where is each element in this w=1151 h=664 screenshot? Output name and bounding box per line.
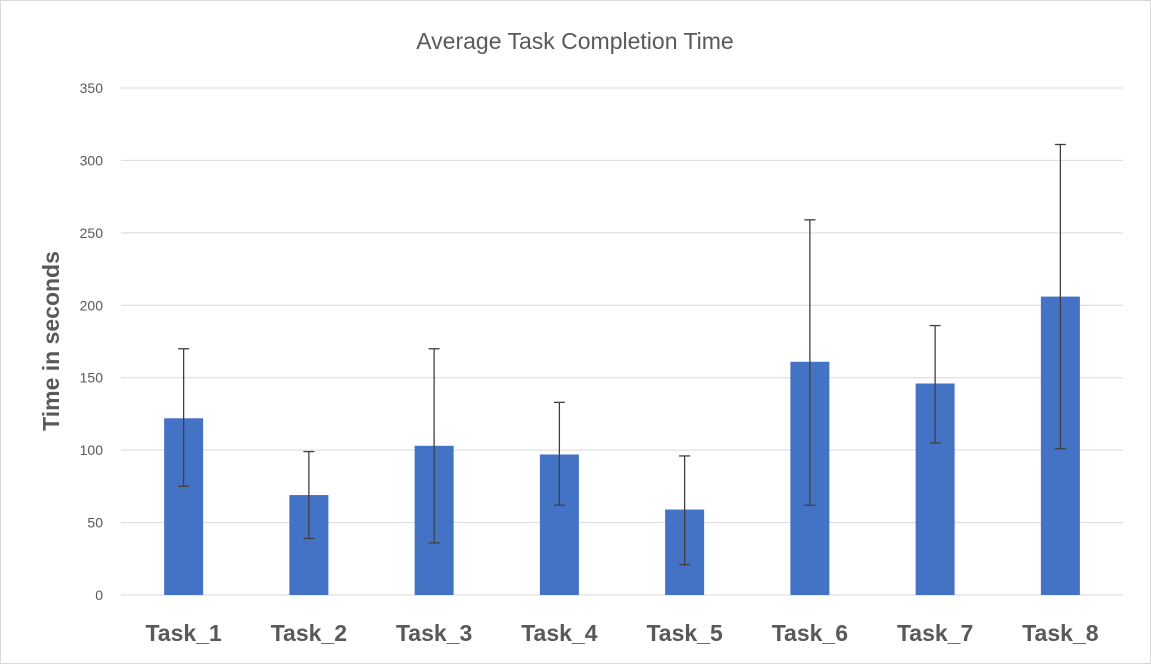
y-axis-label: Time in seconds	[38, 251, 64, 431]
x-tick-label: Task_6	[772, 620, 848, 646]
error-bar	[178, 348, 190, 488]
x-tick-label: Task_2	[271, 620, 347, 646]
y-tick-label: 0	[95, 587, 103, 603]
y-tick-label: 250	[80, 225, 104, 241]
x-tick-label: Task_1	[145, 620, 222, 646]
y-tick-label: 200	[80, 297, 104, 313]
error-bar	[428, 348, 440, 544]
error-bar	[679, 455, 691, 566]
x-tick-label: Task_3	[396, 620, 472, 646]
y-axis-ticks: 0 50 100 150 200 250 300 350	[80, 80, 104, 603]
y-tick-label: 50	[87, 515, 103, 531]
x-tick-label: Task_7	[897, 620, 973, 646]
x-tick-label: Task_5	[646, 620, 723, 646]
error-bar	[1054, 143, 1066, 450]
x-axis-ticks: Task_1 Task_2 Task_3 Task_4 Task_5 Task_6 Task…	[145, 620, 1098, 646]
y-tick-label: 350	[80, 80, 104, 96]
y-tick-label: 300	[80, 152, 104, 168]
x-tick-label: Task_4	[521, 620, 598, 646]
y-tick-label: 100	[80, 442, 104, 458]
bars	[164, 296, 1080, 595]
y-tick-label: 150	[80, 370, 104, 386]
error-bar	[929, 324, 941, 444]
x-tick-label: Task_8	[1022, 620, 1099, 646]
error-bar	[553, 401, 565, 506]
error-bar	[804, 219, 816, 506]
gridlines	[121, 87, 1123, 596]
error-bars	[178, 143, 1066, 566]
chart-title: Average Task Completion Time	[416, 28, 733, 54]
error-bar	[303, 450, 315, 540]
